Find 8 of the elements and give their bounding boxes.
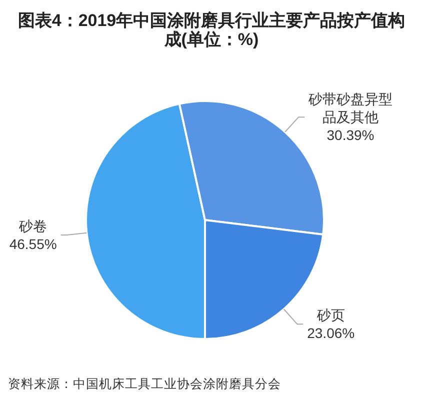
data-label: 46.55% [9, 236, 57, 252]
data-label: 30.39% [326, 127, 374, 144]
data-label: 23.06% [307, 324, 355, 341]
slice-label: 砂带砂盘异型品及其他 [308, 91, 393, 126]
slice-label: 砂卷 [18, 218, 48, 234]
slice-label: 砂页 [316, 306, 345, 323]
chart-title: 图表4：2019年中国涂附磨具行业主要产品按产值构成(单位：%) [18, 11, 406, 49]
text: 资料来源：中国机床工具工业协会涂附磨具分会 [8, 377, 281, 391]
